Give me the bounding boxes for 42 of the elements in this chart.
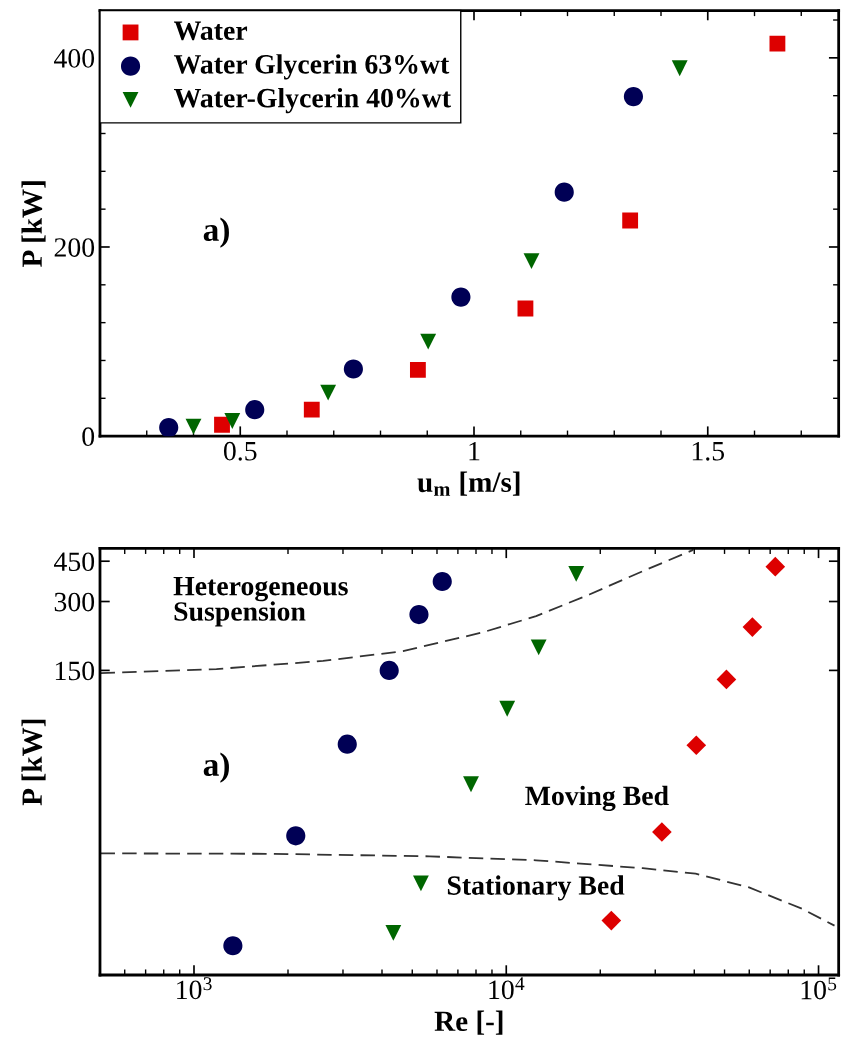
x-axis-title: u$_{m}$ [m/s] <box>417 471 520 496</box>
legend-label: Water <box>174 21 248 41</box>
point <box>554 182 574 202</box>
x-tick-label: 0.5 <box>223 441 257 461</box>
legend-label: Water Glycerin 63%wt <box>174 54 450 80</box>
point <box>420 333 437 350</box>
point <box>523 253 540 270</box>
point <box>671 60 688 77</box>
y-tick-label: 0 <box>82 427 95 447</box>
x-axis-title: Re [-] <box>434 1010 503 1035</box>
point <box>320 384 337 401</box>
point <box>409 362 426 378</box>
annotation: a) <box>203 217 229 248</box>
x-tick-label: 1 <box>469 441 480 461</box>
point <box>224 413 241 429</box>
annotation: Stationary Bed <box>447 875 625 901</box>
x-tick-label: 10$^{5}$ <box>801 977 837 1000</box>
point <box>245 400 265 420</box>
y-tick-label: 300 <box>54 592 95 612</box>
y-tick-label: 450 <box>54 552 95 572</box>
x-tick-label: 1.5 <box>692 441 725 461</box>
point <box>185 418 202 435</box>
point <box>517 300 534 317</box>
point <box>623 87 643 107</box>
y-tick-label: 150 <box>55 661 95 681</box>
point <box>769 35 786 52</box>
annotation: Moving Bed <box>525 785 669 812</box>
y-axis-title: P [kW] <box>21 181 46 267</box>
y-tick-label: 400 <box>54 49 95 68</box>
point <box>622 212 639 229</box>
legend-label: Water-Glycerin 40%wt <box>174 87 451 114</box>
point <box>159 418 179 437</box>
y-tick-label: 200 <box>54 238 95 257</box>
point <box>214 416 230 433</box>
annotation: a) <box>203 752 229 783</box>
y-axis-title: P [kW] <box>21 719 46 806</box>
point <box>343 359 363 379</box>
point <box>451 287 471 307</box>
x-tick-label: 10$^{4}$ <box>489 977 525 1000</box>
point <box>303 401 320 418</box>
annotation: Heterogeneous Suspension <box>173 576 348 627</box>
x-tick-label: 10$^{3}$ <box>177 977 212 1000</box>
